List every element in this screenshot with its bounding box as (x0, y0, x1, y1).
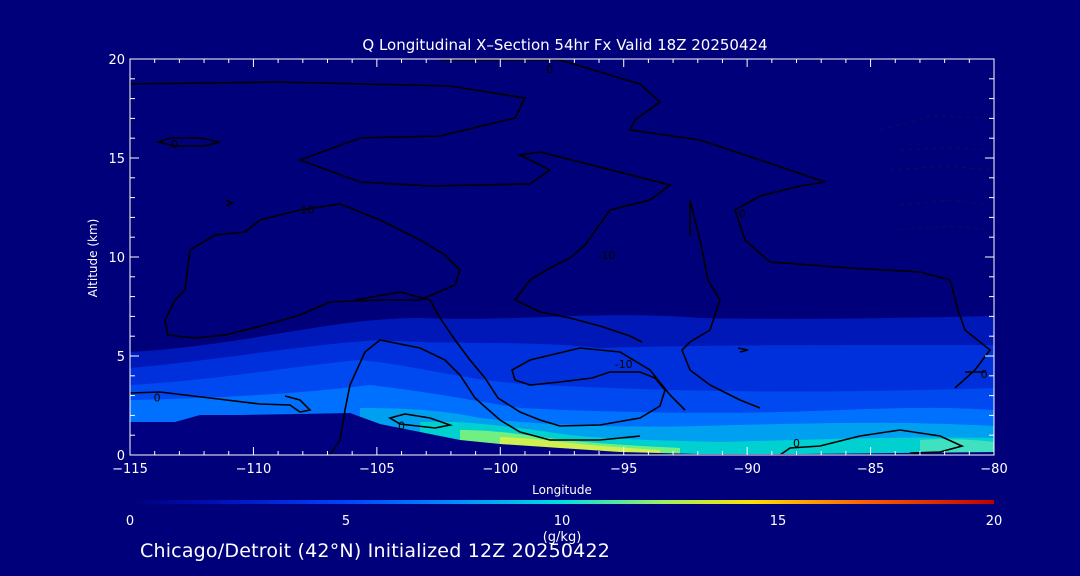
y-axis-label: Altitude (km) (86, 219, 100, 298)
contour-line (737, 347, 749, 353)
dashed-contour (899, 147, 991, 151)
dashed-contour (894, 225, 991, 231)
moisture-field (130, 315, 994, 455)
x-tick-label: −90 (733, 462, 760, 477)
contour-label: 0 (154, 392, 161, 405)
colorbar (130, 500, 994, 504)
footer-caption: Chicago/Detroit (42°N) Initialized 12Z 2… (140, 540, 611, 562)
temperature-contours (130, 59, 992, 455)
contour-label: -10 (615, 358, 633, 371)
contour-line (779, 429, 965, 455)
contour-label: -10 (296, 203, 314, 216)
contour-labels: 0 0 0 0 0 0 -10 -10 -10 0 (154, 63, 988, 450)
contour-line (387, 413, 454, 429)
x-tick-label: −80 (980, 462, 1007, 477)
y-tick-label: 15 (108, 152, 125, 167)
y-axis: 0 5 10 15 20 (108, 53, 994, 464)
dashed-contour (889, 165, 991, 171)
chart-title: Q Longitudinal X–Section 54hr Fx Valid 1… (362, 36, 767, 54)
contour-line (354, 291, 686, 427)
x-tick-label: −85 (857, 462, 884, 477)
terrain (130, 413, 994, 455)
contour-label: 0 (793, 437, 800, 450)
x-tick-label: −105 (359, 462, 395, 477)
y-tick-label: 5 (117, 350, 125, 365)
contour-line (440, 59, 992, 389)
y-tick-label: 10 (108, 251, 125, 266)
colorbar-label: (g/kg) (543, 530, 582, 545)
contour-label: 0 (739, 207, 746, 220)
contour-line (164, 203, 461, 339)
colorbar-ticks: 0 5 10 15 20 (126, 514, 1002, 529)
y-tick-label: 0 (117, 449, 125, 464)
contour-line (130, 391, 312, 413)
x-tick-label: −110 (236, 462, 272, 477)
colorbar-tick-label: 5 (342, 514, 350, 529)
dashed-contour (899, 199, 991, 206)
contour-label: 0 (981, 368, 988, 381)
contour-line (681, 199, 761, 409)
colorbar-tick-label: 20 (986, 514, 1003, 529)
dashed-contour (879, 115, 991, 131)
contour-label: 0 (171, 138, 178, 151)
contour-label: 0 (546, 63, 553, 76)
x-axis: −115 −110 −105 −100 −95 −90 −85 −80 (112, 59, 1008, 477)
contour-label: -10 (597, 249, 615, 262)
negative-contours (879, 115, 991, 231)
colorbar-tick-label: 15 (770, 514, 787, 529)
x-axis-label: Longitude (532, 483, 592, 497)
x-tick-label: −95 (610, 462, 637, 477)
contour-line (225, 199, 234, 207)
colorbar-tick-label: 0 (126, 514, 134, 529)
x-tick-label: −115 (112, 462, 148, 477)
contour-line (130, 81, 672, 343)
contour-line (155, 137, 221, 147)
colorbar-tick-label: 10 (554, 514, 571, 529)
x-tick-label: −100 (482, 462, 518, 477)
y-tick-label: 20 (108, 53, 125, 68)
contour-label: 0 (398, 419, 405, 432)
contour-line (329, 339, 641, 455)
